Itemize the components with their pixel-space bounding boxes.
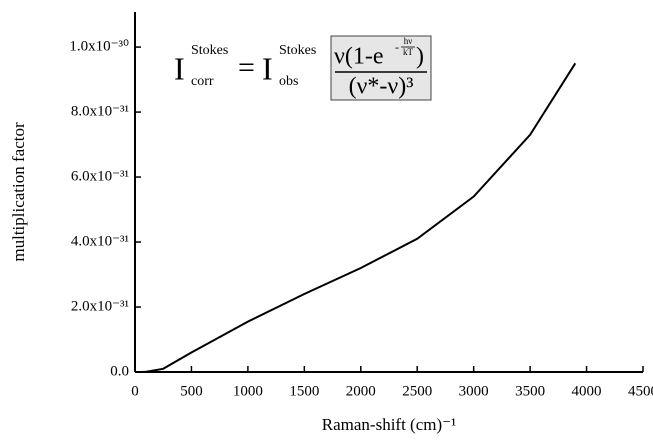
x-tick-label: 3500 [515, 383, 545, 399]
formula-text: corr [191, 74, 214, 89]
y-tick-label: 6.0x10⁻³¹ [71, 168, 129, 184]
x-tick-label: 1000 [233, 383, 263, 399]
x-tick-label: 0 [131, 383, 139, 399]
formula-text: = [238, 51, 255, 84]
formula-text: Stokes [279, 43, 316, 58]
formula-text: obs [279, 74, 298, 89]
y-tick-label: 4.0x10⁻³¹ [71, 233, 129, 249]
x-axis-label: Raman-shift (cm)⁻¹ [322, 415, 456, 434]
x-tick-label: 4500 [628, 383, 653, 399]
x-tick-label: 2000 [346, 383, 376, 399]
y-tick-label: 1.0x10⁻³⁰ [69, 39, 129, 55]
y-tick-label: 2.0x10⁻³¹ [71, 298, 129, 314]
x-tick-label: 1500 [289, 383, 319, 399]
formula-text: hν [404, 36, 413, 46]
formula: I Stokes corr = I Stokes obs ν(1-e - hν … [174, 35, 432, 101]
formula-text: kT [403, 47, 414, 57]
x-tick-label: 3000 [459, 383, 489, 399]
y-tick-label: 8.0x10⁻³¹ [71, 104, 129, 120]
formula-text: I [262, 50, 273, 86]
line-series [140, 62, 577, 373]
x-tick-label: 500 [180, 383, 203, 399]
y-tick-label: 0.0 [110, 363, 129, 379]
formula-text: (ν*-ν)³ [349, 74, 414, 100]
formula-text: ν(1-e [334, 44, 384, 70]
formula-text: Stokes [191, 43, 228, 58]
formula-text: ) [416, 44, 424, 70]
x-tick-label: 2500 [402, 383, 432, 399]
x-tick-label: 4000 [572, 383, 602, 399]
y-axis-label: multiplication factor [9, 122, 28, 262]
formula-text: - [395, 40, 399, 54]
formula-text: I [174, 50, 185, 86]
